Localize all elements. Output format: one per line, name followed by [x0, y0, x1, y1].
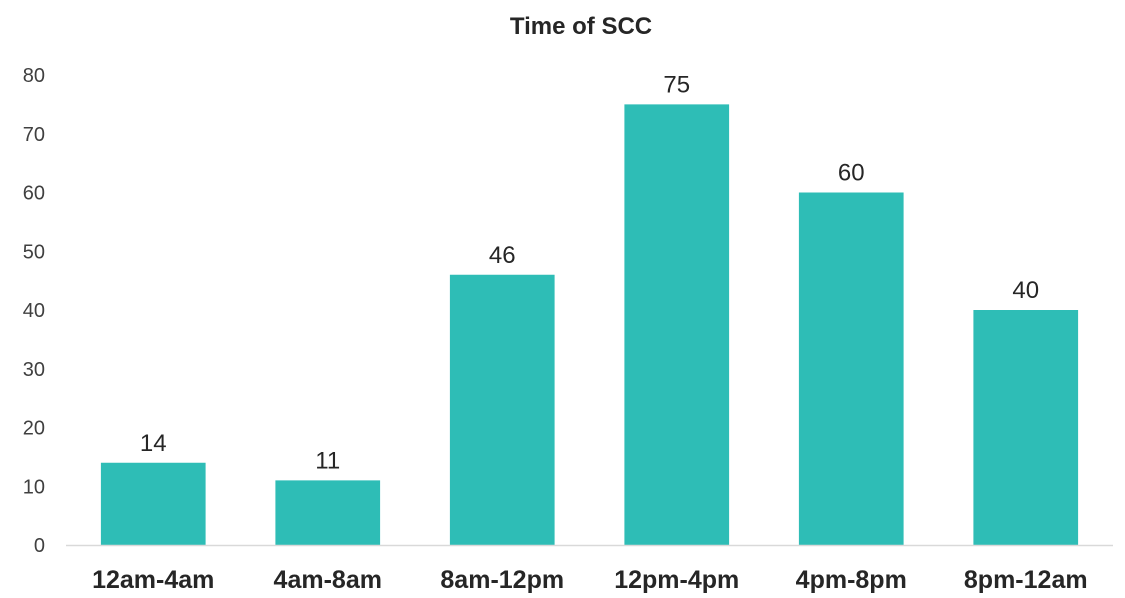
data-label: 11 — [315, 447, 340, 474]
chart-title: Time of SCC — [510, 13, 652, 40]
data-label: 40 — [1012, 277, 1039, 304]
bar — [100, 462, 206, 545]
bar — [624, 104, 730, 545]
x-tick-label: 12am-4am — [92, 566, 214, 594]
x-axis-ticks: 12am-4am 4am-8am 8am-12pm 12pm-4pm 4pm-8pm 8p… — [92, 566, 1087, 594]
y-tick-label: 80 — [23, 65, 45, 87]
y-axis-ticks: 0 10 20 30 40 50 60 70 80 — [23, 65, 45, 557]
bar — [798, 192, 904, 545]
data-label: 60 — [838, 160, 865, 187]
bar — [449, 274, 555, 545]
y-tick-label: 20 — [23, 418, 45, 440]
bar — [275, 480, 381, 545]
y-tick-label: 50 — [23, 241, 45, 263]
x-tick-label: 4am-8am — [274, 566, 382, 594]
data-label: 46 — [489, 242, 516, 269]
y-tick-label: 70 — [23, 124, 45, 146]
y-tick-label: 30 — [23, 359, 45, 381]
y-tick-label: 60 — [23, 183, 45, 205]
x-tick-label: 8am-12pm — [440, 566, 564, 594]
y-tick-label: 40 — [23, 300, 45, 322]
y-tick-label: 10 — [23, 476, 45, 498]
bar — [973, 310, 1079, 545]
data-label: 75 — [663, 71, 690, 98]
x-tick-label: 12pm-4pm — [614, 566, 739, 594]
y-tick-label: 0 — [34, 535, 45, 557]
bars — [100, 104, 1079, 545]
x-tick-label: 8pm-12am — [964, 566, 1088, 594]
data-label: 14 — [140, 430, 167, 457]
x-tick-label: 4pm-8pm — [796, 566, 907, 594]
data-labels: 14 11 46 75 60 40 — [140, 71, 1039, 474]
